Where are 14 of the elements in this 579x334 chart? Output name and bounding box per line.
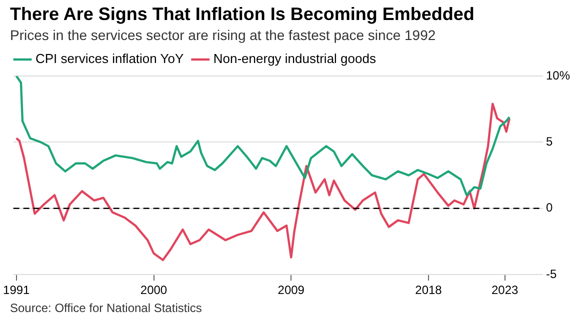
x-tick-label: 2000 — [140, 283, 168, 298]
x-tick-label: 2009 — [278, 283, 305, 298]
y-tick-label: 10% — [546, 68, 570, 82]
chart-title: There Are Signs That Inflation Is Becoming Embedded — [10, 4, 476, 25]
y-tick-label: -5 — [546, 266, 557, 281]
x-tick-label: 1991 — [3, 283, 30, 298]
y-tick-label: 0 — [546, 200, 553, 215]
x-tick-label: 2023 — [491, 283, 518, 298]
legend-label: CPI services inflation YoY — [36, 51, 184, 66]
y-tick-label: 5 — [546, 134, 553, 149]
legend-label: Non-energy industrial goods — [213, 51, 376, 66]
x-tick-label: 2018 — [415, 283, 442, 298]
chart-subtitle: Prices in the services sector are rising at the fastest pace since 1992 — [10, 27, 437, 43]
source-note: Source: Office for National Statistics — [10, 301, 203, 315]
